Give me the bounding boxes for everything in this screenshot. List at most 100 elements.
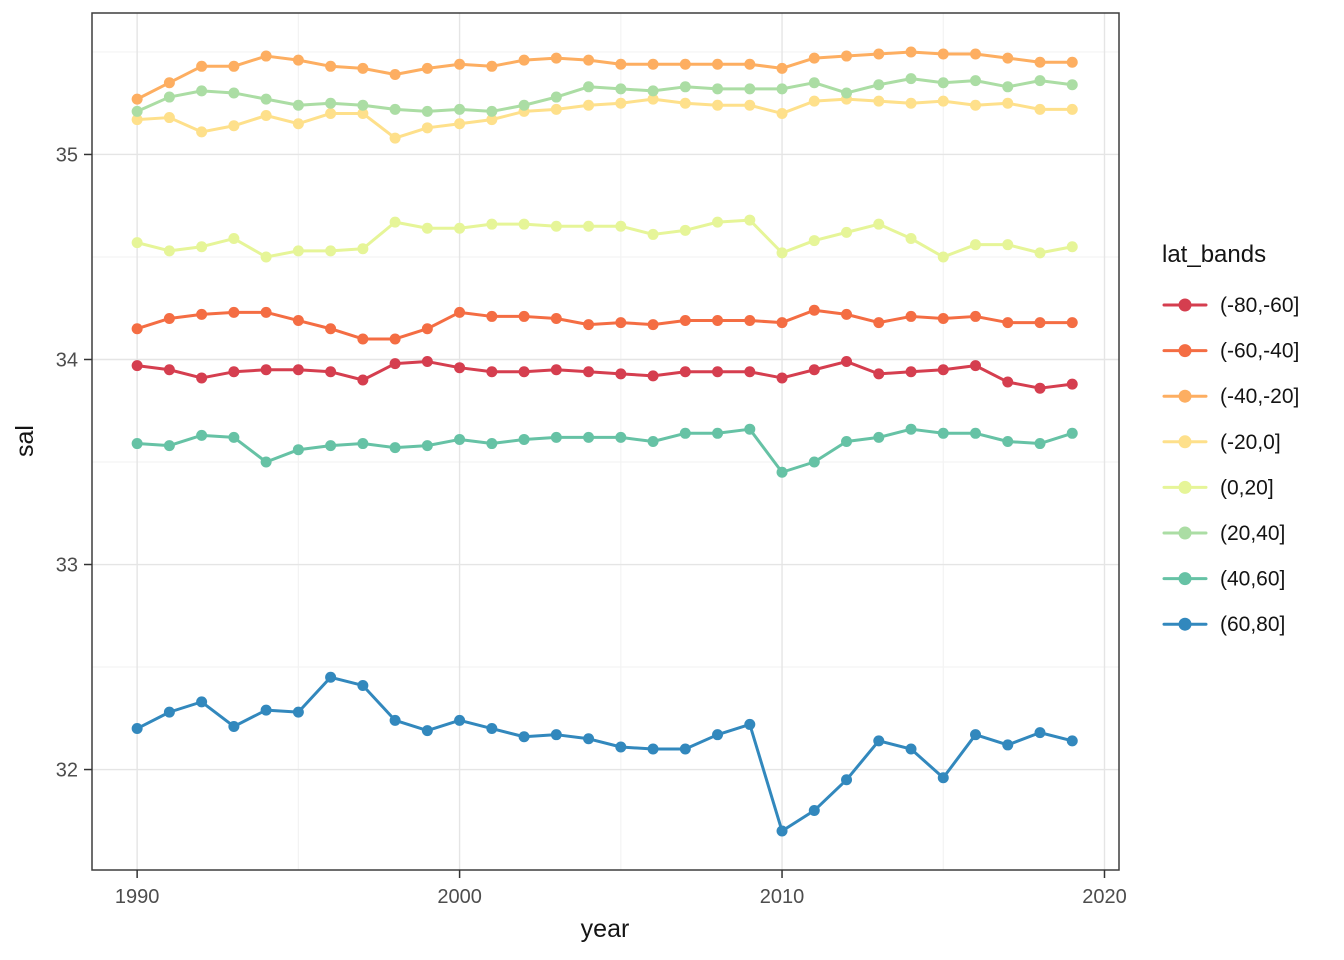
legend-label-(-60,-40]: (-60,-40] xyxy=(1220,340,1299,363)
data-point-(20,40] xyxy=(486,105,498,117)
data-point-(60,80] xyxy=(583,733,595,745)
data-point-(-80,-60] xyxy=(1034,382,1046,394)
legend-key-point-(0,20] xyxy=(1178,480,1192,494)
data-point-(-40,-20] xyxy=(1034,56,1046,68)
data-point-(20,40] xyxy=(228,87,240,99)
data-point-(-80,-60] xyxy=(1002,376,1014,388)
data-point-(0,20] xyxy=(1034,247,1046,259)
data-point-(-20,0] xyxy=(776,107,788,119)
data-point-(20,40] xyxy=(518,99,530,111)
data-point-(40,60] xyxy=(1002,436,1014,447)
data-point-(-60,-40] xyxy=(873,317,885,329)
data-point-(20,40] xyxy=(260,93,272,105)
data-point-(20,40] xyxy=(776,83,788,95)
data-point-(0,20] xyxy=(841,226,853,238)
legend-key-point-(-60,-40] xyxy=(1178,344,1192,358)
data-point-(-20,0] xyxy=(583,99,595,111)
data-point-(-40,-20] xyxy=(712,58,724,70)
data-point-(-80,-60] xyxy=(583,366,595,378)
data-point-(-80,-60] xyxy=(163,364,175,376)
data-point-(0,20] xyxy=(389,216,401,228)
data-point-(60,80] xyxy=(325,671,337,683)
data-point-(20,40] xyxy=(131,105,143,117)
data-point-(-40,-20] xyxy=(970,48,982,60)
data-point-(20,40] xyxy=(454,103,466,115)
data-point-(-40,-20] xyxy=(905,46,917,58)
data-point-(40,60] xyxy=(518,433,530,445)
data-point-(40,60] xyxy=(776,466,788,478)
data-point-(-40,-20] xyxy=(937,48,949,60)
data-point-(20,40] xyxy=(615,83,627,95)
data-point-(0,20] xyxy=(518,218,530,230)
data-point-(60,80] xyxy=(841,774,853,786)
data-point-(-20,0] xyxy=(1034,103,1046,115)
data-point-(20,40] xyxy=(647,85,659,97)
data-point-(60,80] xyxy=(744,718,756,730)
data-point-(60,80] xyxy=(679,743,691,755)
data-point-(20,40] xyxy=(1002,81,1014,93)
data-point-(-60,-40] xyxy=(841,308,853,320)
data-point-(60,80] xyxy=(905,743,917,755)
data-point-(-40,-20] xyxy=(583,54,595,66)
data-point-(-40,-20] xyxy=(808,52,820,64)
data-point-(-80,-60] xyxy=(325,366,337,378)
data-point-(60,80] xyxy=(163,706,175,718)
data-point-(40,60] xyxy=(228,431,240,443)
data-point-(-80,-60] xyxy=(744,366,756,378)
data-point-(0,20] xyxy=(292,245,304,257)
data-point-(-20,0] xyxy=(970,99,982,111)
x-tick-label: 1990 xyxy=(115,886,160,908)
panel-border xyxy=(91,12,1120,871)
data-point-(0,20] xyxy=(970,239,982,251)
x-tick-label: 2010 xyxy=(760,886,805,908)
data-point-(-80,-60] xyxy=(679,366,691,378)
data-point-(60,80] xyxy=(486,723,498,735)
data-point-(0,20] xyxy=(1066,241,1078,253)
data-point-(-20,0] xyxy=(486,114,498,126)
data-point-(-60,-40] xyxy=(937,312,949,324)
data-point-(0,20] xyxy=(260,251,272,263)
data-point-(40,60] xyxy=(615,431,627,443)
data-point-(40,60] xyxy=(808,456,820,468)
data-point-(-20,0] xyxy=(1002,97,1014,109)
data-point-(-60,-40] xyxy=(325,323,337,335)
data-point-(60,80] xyxy=(389,714,401,726)
legend-label-(-80,-60]: (-80,-60] xyxy=(1220,294,1299,317)
data-point-(20,40] xyxy=(357,99,369,111)
data-point-(-80,-60] xyxy=(905,366,917,378)
data-point-(-40,-20] xyxy=(518,54,530,66)
data-point-(40,60] xyxy=(679,427,691,439)
data-point-(40,60] xyxy=(486,438,498,450)
data-point-(-80,-60] xyxy=(808,364,820,376)
data-point-(60,80] xyxy=(454,714,466,726)
data-point-(0,20] xyxy=(583,220,595,232)
data-point-(-80,-60] xyxy=(550,364,562,376)
data-point-(-60,-40] xyxy=(196,308,208,320)
data-point-(-20,0] xyxy=(421,122,433,134)
data-point-(-80,-60] xyxy=(841,356,853,368)
data-point-(-60,-40] xyxy=(163,312,175,324)
data-point-(0,20] xyxy=(647,228,659,240)
data-point-(-40,-20] xyxy=(454,58,466,70)
data-point-(-40,-20] xyxy=(776,62,788,74)
legend-label-(60,80]: (60,80] xyxy=(1220,613,1285,636)
data-point-(-80,-60] xyxy=(937,364,949,376)
data-point-(0,20] xyxy=(228,233,240,245)
data-point-(20,40] xyxy=(583,81,595,93)
data-point-(0,20] xyxy=(357,243,369,255)
data-point-(0,20] xyxy=(196,241,208,253)
data-point-(0,20] xyxy=(744,214,756,226)
data-point-(60,80] xyxy=(260,704,272,716)
data-point-(-20,0] xyxy=(679,97,691,109)
data-point-(0,20] xyxy=(421,222,433,234)
legend-key-point-(20,40] xyxy=(1178,526,1192,540)
data-point-(-80,-60] xyxy=(389,358,401,370)
data-point-(-60,-40] xyxy=(518,310,530,322)
data-point-(-20,0] xyxy=(454,118,466,130)
data-point-(-60,-40] xyxy=(421,323,433,335)
data-point-(0,20] xyxy=(486,218,498,230)
data-point-(-60,-40] xyxy=(389,333,401,345)
data-point-(20,40] xyxy=(389,103,401,115)
data-point-(-80,-60] xyxy=(615,368,627,380)
data-point-(-60,-40] xyxy=(1034,317,1046,329)
